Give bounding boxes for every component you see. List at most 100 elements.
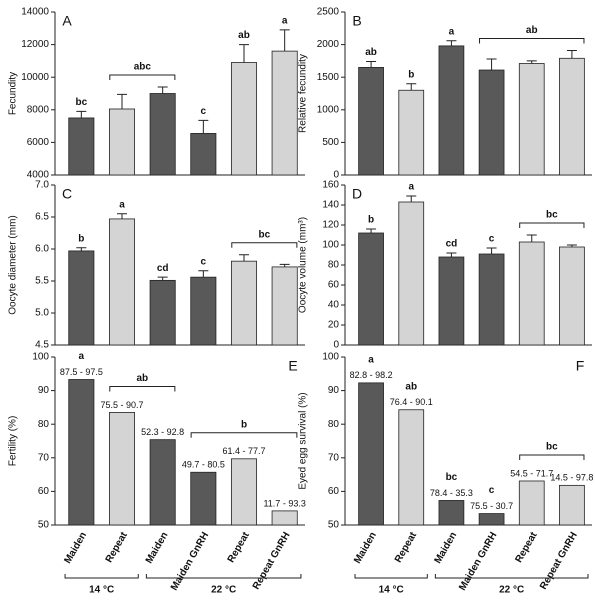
bar	[68, 117, 95, 176]
y-axis-label: Fecundity	[8, 72, 19, 115]
significance-letter: a	[408, 182, 414, 193]
y-tick-label: 50	[328, 520, 340, 531]
bracket	[109, 74, 176, 80]
error-bar	[566, 49, 577, 59]
bar	[108, 412, 136, 526]
y-tick-label: 6000	[27, 137, 50, 148]
bracket-label: b	[241, 419, 247, 430]
range-label: 54.5 - 71.7	[510, 468, 553, 478]
bar	[358, 67, 384, 176]
x-tick-label: Maiden GnRH	[457, 530, 499, 592]
error-bar	[526, 234, 537, 242]
significance-letter: c	[489, 485, 495, 496]
significance-letter: cd	[446, 239, 458, 250]
y-axis-label: Relative fecundity	[298, 54, 309, 133]
error-bar	[526, 60, 537, 64]
y-tick-label: 60	[328, 280, 340, 291]
panel-letter: B	[352, 13, 361, 29]
bracket-label: ab	[136, 373, 148, 384]
error-bar	[486, 58, 497, 71]
significance-letter: bc	[75, 97, 87, 108]
error-bar	[446, 40, 457, 46]
y-tick-label: 10000	[21, 72, 49, 83]
panel-letter: C	[62, 186, 72, 202]
y-tick-label: 100	[322, 240, 339, 251]
error-bar	[566, 244, 577, 247]
bracket	[479, 37, 585, 44]
bracket-label: abc	[134, 62, 152, 73]
error-bar	[279, 29, 290, 52]
y-tick-label: 80	[328, 260, 340, 271]
error-bar	[157, 86, 168, 94]
error-bar	[117, 93, 127, 109]
bar	[190, 471, 217, 526]
x-tick-label: Repeat GnRH	[538, 530, 580, 591]
error-bar	[446, 252, 457, 257]
y-tick-label: 70	[38, 452, 50, 463]
y-tick-label: 90	[328, 385, 340, 396]
bar	[438, 45, 465, 176]
panel-letter: D	[352, 186, 362, 202]
y-tick-label: 500	[322, 137, 339, 148]
y-tick-label: 1500	[317, 72, 340, 83]
error-bar	[117, 213, 127, 219]
significance-letter: a	[119, 199, 125, 210]
error-bar	[366, 228, 377, 233]
bracket-label: bc	[258, 229, 270, 240]
bar	[518, 241, 545, 346]
y-tick-label: 1000	[317, 104, 340, 115]
bar	[559, 57, 585, 176]
bar	[518, 63, 545, 176]
error-bar	[76, 247, 87, 251]
x-tick-label: Maiden	[352, 530, 379, 565]
significance-letter: a	[368, 355, 374, 366]
bar	[358, 382, 384, 526]
y-axis-label: Fertility (%)	[8, 416, 19, 467]
y-tick-label: 0	[333, 170, 339, 181]
bar	[559, 484, 585, 526]
bar	[478, 253, 505, 346]
x-tick-label: Repeat GnRH	[251, 530, 293, 591]
range-label: 76.4 - 90.1	[390, 397, 433, 407]
y-tick-label: 90	[38, 385, 50, 396]
bar	[68, 379, 95, 526]
bar	[398, 409, 425, 526]
significance-letter: a	[79, 351, 85, 362]
significance-letter: ab	[365, 47, 377, 58]
bar	[398, 201, 425, 346]
error-bar	[198, 270, 209, 278]
x-tick-label: Repeat	[513, 530, 540, 565]
range-label: 52.3 - 92.8	[141, 427, 184, 437]
bar	[149, 279, 176, 346]
y-tick-label: 6.5	[35, 212, 49, 223]
error-bar	[239, 44, 249, 63]
bar	[438, 256, 465, 346]
y-tick-label: 5.0	[35, 308, 49, 319]
y-tick-label: 0	[333, 340, 339, 351]
group-bracket	[145, 574, 302, 579]
bar	[108, 218, 136, 346]
range-label: 14.5 - 97.8	[550, 473, 593, 483]
significance-letter: c	[489, 234, 495, 245]
significance-letter: b	[368, 215, 374, 226]
x-tick-label: Maiden	[433, 530, 460, 565]
bracket-label: ab	[526, 25, 538, 36]
bar	[358, 232, 384, 346]
y-tick-label: 100	[322, 352, 339, 363]
bracket	[519, 222, 585, 228]
bar	[149, 93, 176, 176]
bar	[398, 89, 425, 176]
x-tick-label: Repeat	[226, 530, 253, 565]
panel-letter: F	[576, 358, 585, 374]
y-tick-label: 12000	[21, 39, 49, 50]
bar	[478, 513, 505, 526]
x-tick-label: Maiden GnRH	[169, 530, 211, 592]
bar	[438, 500, 465, 526]
y-tick-label: 7.0	[35, 180, 49, 191]
y-tick-label: 100	[32, 352, 49, 363]
x-tick-label: Maiden	[144, 530, 171, 565]
bracket-label: bc	[546, 210, 558, 221]
panel-letter: A	[62, 13, 72, 29]
error-bar	[157, 276, 168, 281]
